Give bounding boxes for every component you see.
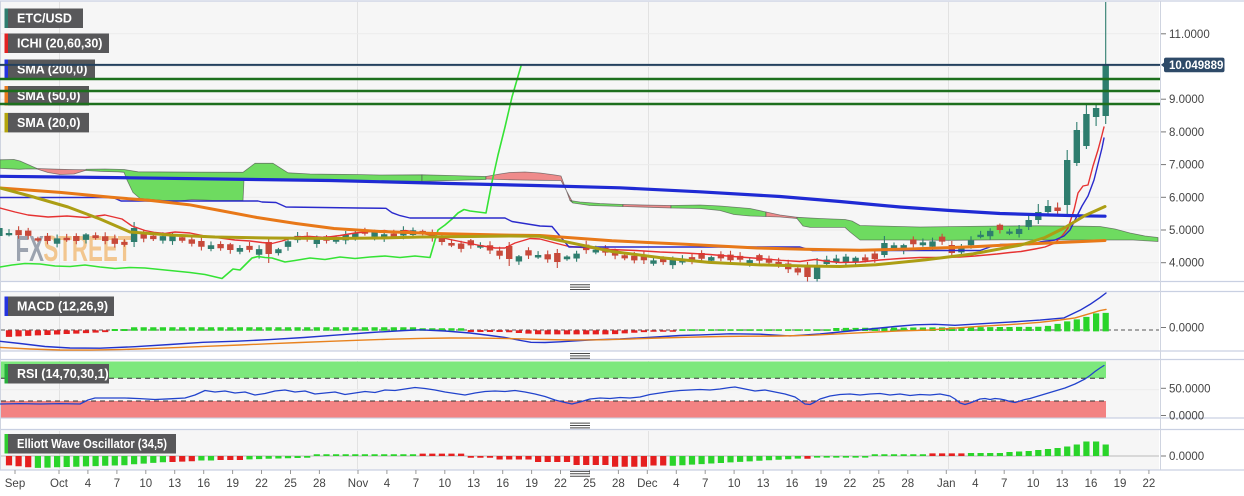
svg-text:RSI (14,70,30,1): RSI (14,70,30,1): [17, 367, 109, 381]
svg-text:7: 7: [702, 478, 708, 490]
svg-text:19: 19: [815, 478, 828, 490]
svg-text:ETC/USD: ETC/USD: [17, 12, 72, 26]
svg-text:SMA (50,0): SMA (50,0): [17, 89, 80, 103]
svg-text:22: 22: [1143, 478, 1156, 490]
svg-text:9.0000: 9.0000: [1169, 94, 1204, 106]
svg-text:0.0000: 0.0000: [1169, 411, 1204, 423]
svg-text:16: 16: [1085, 478, 1098, 490]
svg-text:25: 25: [583, 478, 596, 490]
svg-text:13: 13: [1056, 478, 1069, 490]
svg-text:Jan: Jan: [937, 478, 956, 490]
svg-text:FX: FX: [16, 230, 45, 270]
svg-text:4: 4: [85, 478, 92, 490]
svg-text:22: 22: [554, 478, 567, 490]
svg-text:13: 13: [467, 478, 480, 490]
svg-text:25: 25: [284, 478, 297, 490]
svg-text:4: 4: [972, 478, 979, 490]
svg-text:Nov: Nov: [348, 478, 369, 490]
svg-text:22: 22: [844, 478, 857, 490]
svg-text:28: 28: [901, 478, 914, 490]
svg-text:Elliott Wave Oscillator (34,5): Elliott Wave Oscillator (34,5): [17, 437, 167, 451]
svg-text:16: 16: [496, 478, 509, 490]
svg-text:16: 16: [786, 478, 799, 490]
svg-text:50.0000: 50.0000: [1169, 383, 1211, 395]
svg-text:Oct: Oct: [50, 478, 69, 490]
svg-text:SMA (20,0): SMA (20,0): [17, 116, 80, 130]
svg-text:13: 13: [757, 478, 770, 490]
svg-text:4.0000: 4.0000: [1169, 258, 1204, 270]
svg-text:22: 22: [255, 478, 268, 490]
svg-text:10: 10: [1027, 478, 1040, 490]
svg-text:10.049889: 10.049889: [1169, 60, 1223, 72]
svg-text:10: 10: [139, 478, 152, 490]
svg-text:0.0000: 0.0000: [1169, 323, 1204, 335]
svg-text:0.0000: 0.0000: [1169, 451, 1204, 463]
svg-text:SMA (200,0): SMA (200,0): [17, 63, 87, 77]
svg-text:28: 28: [612, 478, 625, 490]
svg-text:11.0000: 11.0000: [1169, 29, 1210, 41]
svg-text:19: 19: [1114, 478, 1127, 490]
svg-text:19: 19: [226, 478, 239, 490]
svg-text:4: 4: [673, 478, 680, 490]
svg-text:13: 13: [168, 478, 181, 490]
svg-text:28: 28: [313, 478, 326, 490]
svg-text:Dec: Dec: [637, 478, 658, 490]
svg-text:19: 19: [525, 478, 538, 490]
svg-text:8.0000: 8.0000: [1169, 127, 1204, 139]
svg-text:25: 25: [872, 478, 885, 490]
svg-text:10: 10: [728, 478, 741, 490]
svg-text:7: 7: [114, 478, 120, 490]
svg-text:Sep: Sep: [5, 478, 25, 490]
svg-text:7.0000: 7.0000: [1169, 160, 1204, 172]
svg-text:16: 16: [197, 478, 210, 490]
svg-text:6.0000: 6.0000: [1169, 192, 1204, 204]
svg-text:10: 10: [438, 478, 451, 490]
svg-text:MACD (12,26,9): MACD (12,26,9): [17, 300, 108, 314]
svg-text:ICHI (20,60,30): ICHI (20,60,30): [17, 37, 102, 51]
svg-text:5.0000: 5.0000: [1169, 225, 1204, 237]
svg-text:7: 7: [1001, 478, 1007, 490]
svg-text:7: 7: [413, 478, 419, 490]
svg-text:4: 4: [384, 478, 391, 490]
